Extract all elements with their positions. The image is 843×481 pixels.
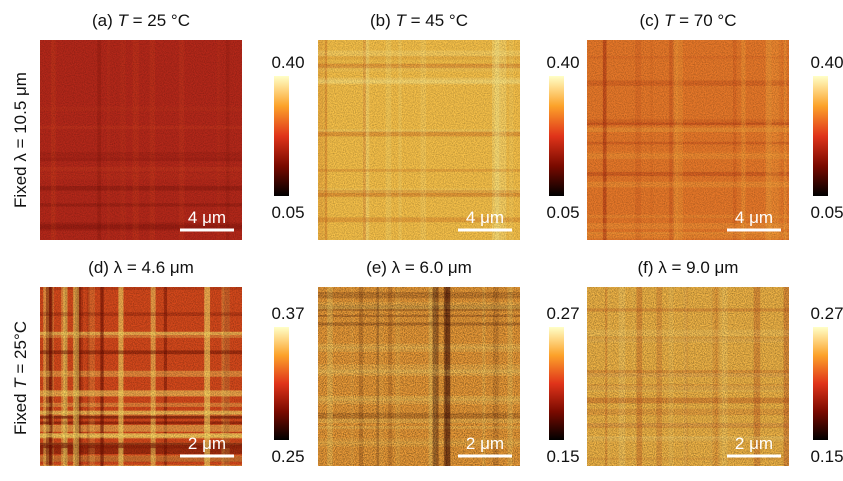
text-part: = 45 °C [406,11,468,30]
panel-title: (c) T = 70 °C [639,11,736,30]
colorbar-min: 0.15 [546,447,579,466]
text-part: T [11,377,30,389]
text-part: = 70 °C [674,11,736,30]
heatmap [318,40,520,240]
heatmap [40,287,242,466]
colorbar [274,76,289,196]
text-part: (c) [639,11,664,30]
noise [40,287,242,466]
scale-bar-label: 2 μm [735,434,773,453]
scale-bar-label: 2 μm [466,434,504,453]
heatmap [40,40,242,240]
panel-title: (f) λ = 9.0 μm [638,258,739,277]
text-part: (d) λ = 4.6 μm [88,258,194,277]
colorbar [549,76,564,196]
colorbar [813,327,828,440]
text-part: Fixed λ = 10.5 μm [11,72,30,208]
text-part: (e) λ = 6.0 μm [366,258,472,277]
heatmap [318,287,520,466]
text-part: (f) λ = 9.0 μm [638,258,739,277]
colorbar-max: 0.40 [810,53,843,72]
scale-bar-label: 2 μm [188,434,226,453]
text-part: (a) [92,11,118,30]
panel-title: (d) λ = 4.6 μm [88,258,194,277]
noise [318,40,520,240]
text-part: = 25 °C [128,11,190,30]
panel-title: (b) T = 45 °C [370,11,468,30]
colorbar-min: 0.25 [271,447,304,466]
row-label: Fixed T = 25°C [11,321,30,435]
colorbar-max: 0.27 [546,304,579,323]
colorbar [274,327,289,440]
noise [318,287,520,466]
noise [40,40,242,240]
text-part: = 25°C [11,321,30,378]
noise [587,40,789,240]
text-part: (b) [370,11,396,30]
text-part: Fixed [11,389,30,435]
heatmap [587,40,789,240]
panel-title: (a) T = 25 °C [92,11,190,30]
text-part: T [396,11,408,30]
noise [587,287,789,466]
text-part: T [118,11,130,30]
scale-bar-label: 4 μm [735,208,773,227]
heatmap [587,287,789,466]
colorbar-min: 0.05 [810,203,843,222]
scale-bar-label: 4 μm [466,208,504,227]
text-part: T [664,11,676,30]
colorbar-min: 0.05 [546,203,579,222]
colorbar [549,327,564,440]
row-label: Fixed λ = 10.5 μm [11,72,30,208]
colorbar-max: 0.40 [546,53,579,72]
scale-bar-label: 4 μm [188,208,226,227]
colorbar-min: 0.05 [271,203,304,222]
colorbar-min: 0.15 [810,447,843,466]
colorbar-max: 0.40 [271,53,304,72]
colorbar-max: 0.27 [810,304,843,323]
colorbar [813,76,828,196]
colorbar-max: 0.37 [271,304,304,323]
panel-title: (e) λ = 6.0 μm [366,258,472,277]
